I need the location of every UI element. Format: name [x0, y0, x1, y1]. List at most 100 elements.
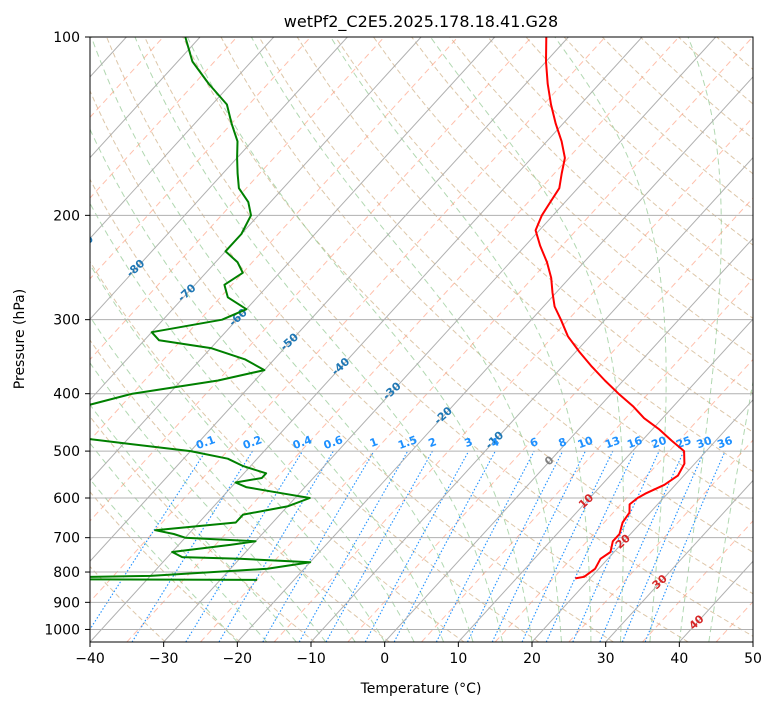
skewed-grid-line: [531, 399, 753, 642]
moist-adiabat-line: [708, 379, 753, 642]
isotherm-line: [421, 277, 753, 642]
dry-adiabat-line: [334, 37, 753, 433]
skewed-grid-line: [384, 237, 753, 642]
mixing-ratio-label: 25: [674, 434, 693, 451]
mixing-ratio-label: 3: [463, 435, 475, 450]
moist-adiabat-line: [90, 315, 356, 642]
mixing-ratio-label: 0.2: [241, 433, 264, 452]
mixing-ratio-line: [364, 450, 470, 642]
y-axis-title: Pressure (hPa): [12, 289, 28, 389]
dry-adiabat-line: [525, 37, 753, 246]
mixing-ratio-label: 4: [489, 435, 501, 450]
moist-adiabat-line: [90, 128, 445, 642]
plot-area: -100-90-80-70-60-50-40-30-20-10010203040…: [19, 37, 775, 642]
mixing-ratio-line: [90, 450, 207, 631]
mixing-ratio-line: [621, 450, 705, 642]
skewed-grid-line: [678, 560, 753, 642]
moist-adiabat-line: [430, 37, 625, 642]
skewed-grid-line: [163, 37, 717, 642]
warm-isotherms: [90, 37, 753, 642]
dry-adiabat-line: [90, 415, 316, 642]
skewed-grid-line: [90, 37, 201, 159]
isopleth-labels: -100-90-80-70-60-50-40-30-20-10010203040…: [19, 205, 735, 632]
y-tick-label: 400: [53, 387, 80, 403]
skewed-grid-line: [90, 37, 422, 401]
y-tick-label: 500: [53, 444, 80, 460]
moist-adiabat-line: [90, 442, 268, 642]
mixing-ratio-label: 36: [716, 434, 735, 452]
dry-adiabat-line: [90, 565, 166, 642]
mixing-ratio-label: 10: [576, 434, 595, 452]
dewpoint-profile-line: [90, 37, 312, 581]
mixing-ratio-line: [325, 450, 433, 642]
isotherm-label: -100: [19, 205, 48, 233]
dry-adiabat-line: [90, 260, 465, 642]
mixing-ratio-label: 0.1: [194, 433, 217, 452]
dry-adiabat-line: [90, 339, 390, 642]
x-tick-label: 30: [597, 651, 615, 667]
x-axis-title: Temperature (°C): [360, 681, 482, 697]
mixing-ratio-line: [491, 450, 586, 642]
y-tick-label: 300: [53, 313, 80, 329]
x-tick-label: 20: [523, 651, 541, 667]
skewed-grid-line: [90, 37, 643, 642]
mixing-ratio-label: 13: [603, 434, 622, 451]
mixing-ratio-label: 20: [650, 434, 669, 452]
mixing-ratio-line: [521, 450, 614, 642]
isotherm-line: [126, 37, 680, 642]
dry-adiabat-line: [90, 89, 614, 642]
x-tick-label: −30: [149, 651, 179, 667]
isotherm-line: [568, 439, 753, 642]
mixing-ratio-label: 0.6: [322, 433, 345, 452]
mixing-ratio-label: 8: [557, 435, 569, 450]
mixing-ratio-line: [393, 450, 496, 642]
mixing-ratio-line: [545, 450, 636, 642]
mixing-ratio-label: 1: [368, 435, 380, 450]
moist-adiabat-line: [330, 37, 592, 642]
mixing-ratio-line: [185, 450, 304, 642]
skewed-grid-line: [310, 156, 753, 642]
isotherm-line: [90, 37, 311, 280]
skewed-grid-line: [90, 37, 569, 563]
mixing-ratio-label: 16: [625, 434, 644, 452]
moist-adiabats: [90, 37, 753, 642]
dry-adiabat-line: [678, 37, 753, 105]
sounding-series: [90, 37, 686, 581]
isotherm-line: [90, 37, 606, 603]
moist-adiabat-line: [554, 37, 667, 642]
mixing-ratio-label: 30: [695, 434, 714, 452]
dry-adiabat-line: [755, 37, 775, 642]
moist-adiabat-line: [90, 478, 238, 642]
skewed-grid-line: [605, 479, 753, 642]
chart-title: wetPf2_C2E5.2025.178.18.41.G28: [284, 12, 558, 32]
moist-adiabat-line: [90, 362, 327, 642]
y-tick-label: 900: [53, 595, 80, 611]
dry-adiabat-line: [449, 37, 753, 319]
dry-adiabat-line: [144, 37, 753, 637]
isotherm-label: -90: [73, 232, 97, 255]
isotherm-line: [200, 37, 753, 642]
mixing-ratio-label: 2: [427, 435, 439, 450]
dry-adiabat-line: [258, 37, 753, 513]
mixing-ratio-line: [298, 450, 409, 642]
mixing-ratio-line: [131, 450, 254, 642]
mixing-ratio-label: 0.4: [291, 433, 314, 452]
dry-adiabat-line: [296, 37, 753, 473]
mixing-ratio-line: [572, 450, 660, 642]
mixing-ratio-label: 1.5: [396, 433, 419, 452]
pressure-grid-lines: [90, 37, 753, 630]
dry-adiabat-line: [90, 491, 241, 642]
y-tick-label: 200: [53, 208, 80, 224]
skewed-grid-lines: [90, 37, 753, 642]
moist-adiabat-line: [134, 37, 503, 642]
moist-adiabat-line: [90, 403, 297, 642]
moist-adiabat-line: [678, 37, 722, 642]
isotherm-line: [90, 37, 459, 441]
isotherm-line: [494, 358, 753, 642]
skewed-grid-line: [90, 37, 348, 320]
x-tick-label: 50: [744, 651, 762, 667]
mixing-ratio-line: [599, 450, 685, 642]
isotherm-line: [273, 116, 753, 642]
y-tick-label: 800: [53, 565, 80, 581]
